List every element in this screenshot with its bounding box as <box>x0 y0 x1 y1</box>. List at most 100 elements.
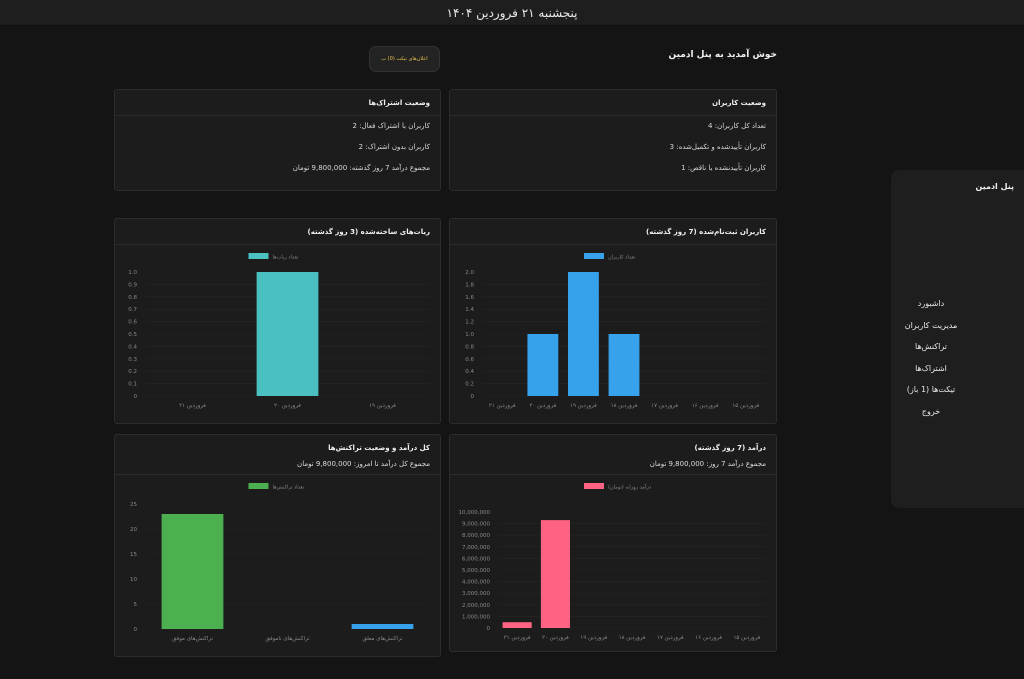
x-tick-label: ۱۹ فروردین <box>580 635 607 641</box>
sidebar-menu: داشبورد مدیریت کاربران تراکنش‌ها اشتراک‌… <box>891 293 971 423</box>
x-tick-label: ۲۰ فروردین <box>542 635 569 641</box>
bar <box>502 622 532 628</box>
registered-users-chart: تعداد کاربران 0 0.2 0.4 0.6 0.8 1.0 1.2 1.4 1.6 1.… <box>465 253 766 409</box>
y-tick-label: 1.0 <box>128 270 137 276</box>
y-tick-label: 20 <box>130 527 137 533</box>
y-tick-label: 15 <box>130 552 137 558</box>
legend-swatch <box>248 483 269 489</box>
bots-created-chart: تعداد ربات‌ها 0 0.1 0.2 0.3 0.4 0.5 0.6 0.7 0.8 0.… <box>128 253 430 409</box>
subscriptions-status-title: وضعیت اشتراک‌ها <box>115 90 440 116</box>
revenue-subtitle: مجموع درآمد 7 روز: 9,800,000 تومان <box>649 460 766 468</box>
y-tick-label: 0.3 <box>128 357 137 363</box>
bar <box>568 272 599 396</box>
welcome-title: خوش آمدید به پنل ادمین <box>668 50 778 60</box>
sidebar-item-subscriptions[interactable]: اشتراک‌ها <box>915 363 947 373</box>
x-tick-label: ۱۷ فروردین <box>657 635 684 641</box>
y-tick-label: 0 <box>134 394 138 400</box>
y-tick-label: 1.0 <box>465 332 474 338</box>
y-tick-label: 0.5 <box>128 332 137 338</box>
y-tick-label: 0.9 <box>128 282 137 288</box>
transactions-card: کل درآمد و وضعیت تراکنش‌ها مجموع کل درآم… <box>114 434 441 657</box>
bar <box>161 514 224 629</box>
sidebar-item-tickets[interactable]: تیکت‌ها (1 باز) <box>906 385 956 395</box>
current-date: پنجشنبه ۲۱ فروردین ۱۴۰۴ <box>446 6 578 20</box>
y-tick-label: 25 <box>130 502 137 508</box>
x-tick-label: ۱۵ فروردین <box>732 403 759 409</box>
revenue-7-days: مجموع درآمد 7 روز گذشته: 9,800,000 تومان <box>292 164 430 172</box>
x-tick-label: تراکنش‌های موفق <box>172 635 213 642</box>
revenue-title: درآمد (7 روز گذشته) <box>694 444 766 452</box>
y-tick-label: 0.6 <box>128 320 137 326</box>
y-tick-label: 2,000,000 <box>462 603 490 609</box>
x-tick-label: ۱۷ فروردین <box>651 403 678 409</box>
sidebar-item-transactions[interactable]: تراکنش‌ها <box>915 342 947 352</box>
legend-label: تعداد کاربران <box>608 255 636 261</box>
legend: درآمد روزانه (تومان) <box>584 483 651 491</box>
legend: تعداد تراکنش‌ها <box>248 483 305 491</box>
bots-created-card: ربات‌های ساخته‌شده (3 روز گذشته) تعداد ر… <box>114 218 441 424</box>
sidebar-title: پنل ادمین <box>975 182 1014 191</box>
x-tick-label: ۲۱ فروردین <box>504 635 531 641</box>
y-tick-label: 0.4 <box>465 369 474 375</box>
x-tick-label: ۱۹ فروردین <box>570 403 597 409</box>
x-tick-label: تراکنش‌های معلق <box>362 635 402 642</box>
y-tick-label: 5,000,000 <box>462 568 490 574</box>
y-tick-label: 9,000,000 <box>462 522 490 528</box>
sidebar-item-users[interactable]: مدیریت کاربران <box>904 320 958 330</box>
transactions-title: کل درآمد و وضعیت تراکنش‌ها <box>328 444 430 452</box>
registered-users-card: کاربران ثبت‌نام‌شده (7 روز گذشته) تعداد … <box>449 218 777 424</box>
legend: تعداد کاربران <box>584 253 636 261</box>
legend: تعداد ربات‌ها <box>248 253 299 261</box>
x-tick-label: ۲۱ فروردین <box>179 403 206 409</box>
transactions-header: کل درآمد و وضعیت تراکنش‌ها مجموع کل درآم… <box>115 435 440 475</box>
y-tick-label: 0 <box>134 627 138 633</box>
revenue-header: درآمد (7 روز گذشته) مجموع درآمد 7 روز: 9… <box>450 435 776 475</box>
y-tick-label: 5 <box>134 602 138 608</box>
ticket-notifications-button[interactable]: اعلان‌های تیکت (0) ب <box>369 46 440 72</box>
bar <box>540 520 570 628</box>
y-tick-label: 8,000,000 <box>462 533 490 539</box>
sidebar-item-logout[interactable]: خروج <box>921 406 941 416</box>
date-bar: پنجشنبه ۲۱ فروردین ۱۴۰۴ <box>0 0 1024 26</box>
unverified-users: کاربران تأییدنشده یا ناقص: 1 <box>681 164 766 172</box>
x-tick-label: ۱۸ فروردین <box>611 403 638 409</box>
x-tick-label: ۱۸ فروردین <box>619 635 646 641</box>
legend-label: تعداد تراکنش‌ها <box>273 485 305 491</box>
x-tick-label: ۱۶ فروردین <box>695 635 722 641</box>
y-tick-label: 0.1 <box>128 382 137 388</box>
bar <box>608 334 640 396</box>
sidebar-item-dashboard[interactable]: داشبورد <box>917 299 945 308</box>
total-users: تعداد کل کاربران: 4 <box>708 122 766 130</box>
bar <box>527 334 559 396</box>
y-tick-label: 0 <box>487 626 491 632</box>
y-tick-label: 0.6 <box>465 357 474 363</box>
x-tick-label: ۲۱ فروردین <box>489 403 516 409</box>
y-tick-label: 0.2 <box>128 369 137 375</box>
y-tick-label: 1,000,000 <box>462 614 490 620</box>
y-tick-label: 10,000,000 <box>459 510 491 516</box>
registered-users-title: کاربران ثبت‌نام‌شده (7 روز گذشته) <box>450 219 776 245</box>
y-tick-label: 0 <box>471 394 475 400</box>
admin-sidebar: پنل ادمین داشبورد مدیریت کاربران تراکنش‌… <box>891 170 1024 508</box>
x-tick-label: ۲۰ فروردین <box>529 403 556 409</box>
active-subscriptions: کاربران با اشتراک فعال: 2 <box>352 122 431 130</box>
y-tick-label: 0.8 <box>128 295 137 301</box>
legend-swatch <box>584 483 604 489</box>
y-tick-label: 0.7 <box>128 307 137 313</box>
x-tick-label: ۱۹ فروردین <box>369 403 396 409</box>
subscriptions-status-card: وضعیت اشتراک‌ها کاربران با اشتراک فعال: … <box>114 89 441 191</box>
y-tick-label: 6,000,000 <box>462 556 490 562</box>
y-tick-label: 0.2 <box>465 382 474 388</box>
y-tick-label: 0.4 <box>128 344 137 350</box>
y-tick-label: 0.8 <box>465 344 474 350</box>
bar <box>256 272 319 396</box>
legend-label: درآمد روزانه (تومان) <box>608 484 651 491</box>
y-tick-label: 10 <box>130 577 137 583</box>
y-tick-label: 1.2 <box>465 320 474 326</box>
y-tick-label: 1.8 <box>465 282 474 288</box>
transactions-subtitle: مجموع کل درآمد تا امروز: 9,800,000 تومان <box>297 460 430 468</box>
x-tick-label: ۲۰ فروردین <box>274 403 301 409</box>
legend-swatch <box>248 253 269 259</box>
x-tick-label: تراکنش‌های ناموفق <box>265 635 310 642</box>
revenue-chart: درآمد روزانه (تومان) 0 1,000,000 2,000,000 3… <box>459 483 766 641</box>
